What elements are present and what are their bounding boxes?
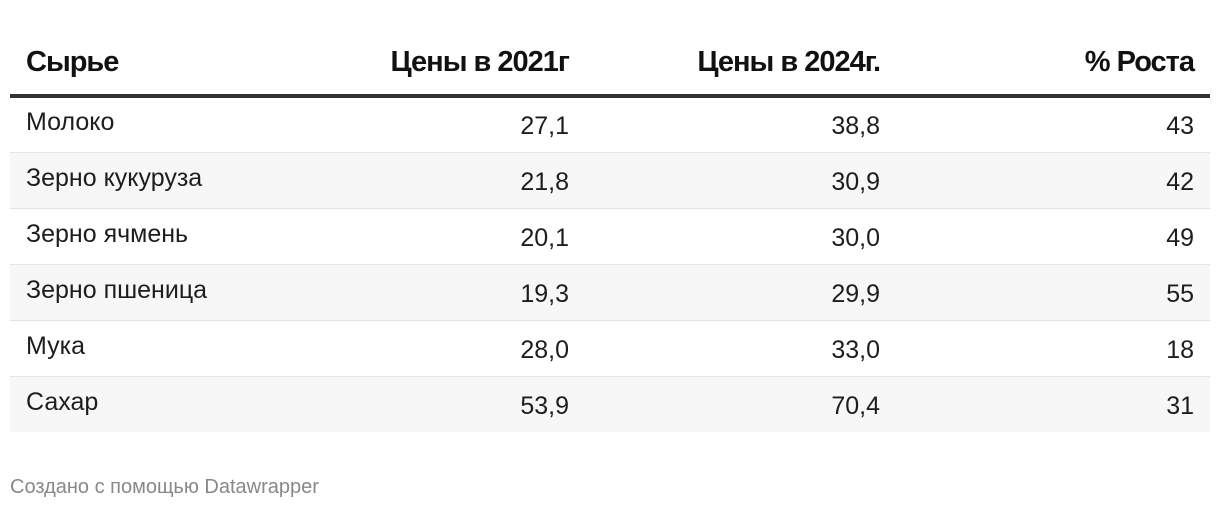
table-row: Зерно ячмень 20,1 30,0 49 <box>10 208 1210 265</box>
cell-price-2021: 21,8 <box>370 152 585 209</box>
table-row: Сахар 53,9 70,4 31 <box>10 376 1210 432</box>
cell-raw-material: Зерно ячмень <box>10 208 370 265</box>
cell-growth-percent: 31 <box>896 376 1210 432</box>
column-header-price-2024[interactable]: Цены в 2024г. <box>585 30 896 98</box>
datawrapper-credit: Создано с помощью Datawrapper <box>10 476 319 498</box>
cell-price-2021: 20,1 <box>370 208 585 265</box>
price-table: Сырье Цены в 2021г Цены в 2024г. % Роста… <box>10 30 1210 432</box>
cell-price-2021: 27,1 <box>370 96 585 153</box>
cell-price-2024: 38,8 <box>585 96 896 153</box>
cell-price-2024: 33,0 <box>585 320 896 377</box>
header-row: Сырье Цены в 2021г Цены в 2024г. % Роста <box>10 30 1210 98</box>
cell-raw-material: Молоко <box>10 96 370 153</box>
cell-price-2021: 53,9 <box>370 376 585 432</box>
cell-price-2021: 19,3 <box>370 264 585 321</box>
cell-growth-percent: 49 <box>896 208 1210 265</box>
column-header-price-2021[interactable]: Цены в 2021г <box>370 30 585 98</box>
cell-growth-percent: 43 <box>896 96 1210 153</box>
cell-price-2024: 30,9 <box>585 152 896 209</box>
cell-price-2021: 28,0 <box>370 320 585 377</box>
column-header-growth-percent[interactable]: % Роста <box>896 30 1210 98</box>
data-table-container: Сырье Цены в 2021г Цены в 2024г. % Роста… <box>10 30 1210 432</box>
column-header-raw-material[interactable]: Сырье <box>10 30 370 98</box>
cell-growth-percent: 18 <box>896 320 1210 377</box>
cell-growth-percent: 42 <box>896 152 1210 209</box>
table-row: Зерно кукуруза 21,8 30,9 42 <box>10 152 1210 209</box>
table-row: Молоко 27,1 38,8 43 <box>10 96 1210 153</box>
cell-raw-material: Сахар <box>10 376 370 432</box>
cell-price-2024: 70,4 <box>585 376 896 432</box>
table-body: Молоко 27,1 38,8 43 Зерно кукуруза 21,8 … <box>10 96 1210 432</box>
table-header: Сырье Цены в 2021г Цены в 2024г. % Роста <box>10 30 1210 98</box>
table-row: Мука 28,0 33,0 18 <box>10 320 1210 377</box>
cell-price-2024: 30,0 <box>585 208 896 265</box>
cell-raw-material: Зерно пшеница <box>10 264 370 321</box>
cell-price-2024: 29,9 <box>585 264 896 321</box>
cell-raw-material: Мука <box>10 320 370 377</box>
cell-growth-percent: 55 <box>896 264 1210 321</box>
cell-raw-material: Зерно кукуруза <box>10 152 370 209</box>
table-row: Зерно пшеница 19,3 29,9 55 <box>10 264 1210 321</box>
